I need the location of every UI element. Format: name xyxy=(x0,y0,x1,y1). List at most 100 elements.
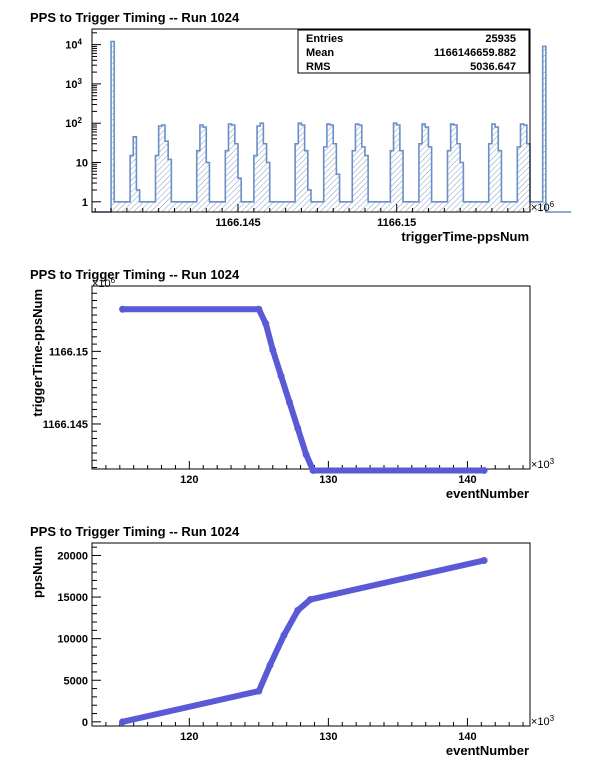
histogram-bin xyxy=(358,125,362,212)
histogram-bin xyxy=(193,201,197,212)
histogram-title: PPS to Trigger Timing -- Run 1024 xyxy=(30,10,240,25)
histogram-bin xyxy=(384,201,388,212)
timing-data-point xyxy=(277,372,285,380)
histogram-bin xyxy=(361,146,365,212)
histogram-bin xyxy=(349,201,353,212)
histogram-bin xyxy=(126,201,131,212)
timing-data-point xyxy=(302,450,310,458)
histogram-bin xyxy=(326,124,331,212)
histogram-bin xyxy=(390,150,394,212)
pps-scatter-x-multiplier: ×103 xyxy=(531,714,555,728)
histogram-bin xyxy=(180,201,185,212)
timing-scatter-y-axis-title: triggerTime-ppsNum xyxy=(30,289,45,417)
histogram-bin xyxy=(272,201,277,212)
timing-data-point xyxy=(269,346,277,354)
histogram-axes: 1166.145 1166.15 1 10 102 103 104 xyxy=(65,32,525,229)
timing-scatter-y-multiplier: ×106 xyxy=(92,276,116,290)
histogram-bin xyxy=(317,201,321,212)
histogram-bin xyxy=(279,201,283,212)
histogram-bin xyxy=(339,201,343,212)
histogram-frame xyxy=(91,28,531,213)
histogram-bin xyxy=(364,155,369,212)
histogram-bin xyxy=(393,123,397,212)
histogram-bin xyxy=(241,201,245,212)
histogram-bin xyxy=(488,143,492,212)
histogram-bin xyxy=(298,123,302,212)
timing-data-trail xyxy=(119,306,488,474)
histogram-bin xyxy=(209,201,213,212)
histogram-bin xyxy=(152,201,156,212)
y-tick-label: 10 xyxy=(76,158,88,170)
x-tick-label: 130 xyxy=(319,474,337,486)
histogram-bin xyxy=(282,201,286,212)
histogram-bin xyxy=(320,201,324,212)
histogram-bin xyxy=(352,150,356,212)
histogram-bin xyxy=(510,201,515,212)
histogram-bin xyxy=(111,41,115,212)
histogram-bin xyxy=(304,150,308,212)
stats-box: Entries 25935 Mean 1166146659.882 RMS 50… xyxy=(297,29,530,74)
y-tick-label: 1166.145 xyxy=(43,419,88,431)
histogram-bin xyxy=(257,125,261,212)
histogram-bin xyxy=(536,201,540,212)
timing-data-point xyxy=(294,424,302,432)
x-tick-label: 120 xyxy=(180,731,198,743)
stats-rms-value: 5036.647 xyxy=(470,61,516,73)
histogram-bin xyxy=(441,201,445,212)
stats-box-frame xyxy=(297,29,530,74)
histogram-bin xyxy=(345,201,350,212)
histogram-bin xyxy=(295,143,299,212)
stats-rms-label: RMS xyxy=(306,61,330,73)
histogram-bin xyxy=(523,125,527,212)
histogram-bin xyxy=(155,155,159,212)
y-tick-label: 103 xyxy=(65,77,82,91)
histogram-bin xyxy=(196,150,200,212)
histogram-bin xyxy=(136,189,140,212)
histogram-bin xyxy=(498,150,502,212)
y-tick-label: 1 xyxy=(82,197,88,209)
histogram-bin xyxy=(117,201,121,212)
histogram-bin xyxy=(174,201,178,212)
pps-scatter-points xyxy=(119,556,488,726)
y-tick-label: 102 xyxy=(65,116,82,130)
histogram-bin xyxy=(291,201,296,212)
histogram-bin xyxy=(330,125,334,212)
histogram-bin xyxy=(314,201,318,212)
histogram-bin xyxy=(507,201,511,212)
histogram-bin xyxy=(130,155,134,212)
pps-scatter-panel: PPS to Trigger Timing -- Run 1024 120 130… xyxy=(30,524,555,758)
timing-data-point xyxy=(285,398,293,406)
histogram-bin xyxy=(199,125,204,212)
x-tick-label: 140 xyxy=(458,731,476,743)
histogram-bin xyxy=(482,201,486,212)
stats-entries-value: 25935 xyxy=(485,33,516,45)
histogram-bin xyxy=(406,201,410,212)
histogram-bin xyxy=(238,178,242,212)
x-tick-label: 120 xyxy=(180,474,198,486)
pps-data-point xyxy=(480,556,488,564)
histogram-bin xyxy=(234,143,238,212)
timing-data-point xyxy=(309,466,317,474)
histogram-bin xyxy=(380,201,384,212)
histogram-bin xyxy=(428,146,432,212)
histogram-bin xyxy=(269,201,273,212)
histogram-bin xyxy=(247,201,251,212)
histogram-bin xyxy=(460,162,464,212)
histogram-bin xyxy=(447,150,451,212)
histogram-bin xyxy=(501,201,505,212)
y-tick-label: 10000 xyxy=(57,634,88,646)
histogram-bin xyxy=(215,201,219,212)
histogram-bin xyxy=(244,201,248,212)
histogram-bin xyxy=(542,46,546,213)
timing-data-point xyxy=(255,305,263,313)
histogram-bin xyxy=(491,124,496,212)
histogram-bin xyxy=(403,201,407,212)
pps-scatter-title: PPS to Trigger Timing -- Run 1024 xyxy=(30,524,240,539)
histogram-bin xyxy=(342,201,346,212)
pps-data-point xyxy=(266,661,274,669)
histogram-bin xyxy=(466,201,470,212)
histogram-bin xyxy=(399,150,404,212)
timing-scatter-title: PPS to Trigger Timing -- Run 1024 xyxy=(30,267,240,282)
histogram-bin xyxy=(285,201,289,212)
histogram-bin xyxy=(520,124,524,212)
